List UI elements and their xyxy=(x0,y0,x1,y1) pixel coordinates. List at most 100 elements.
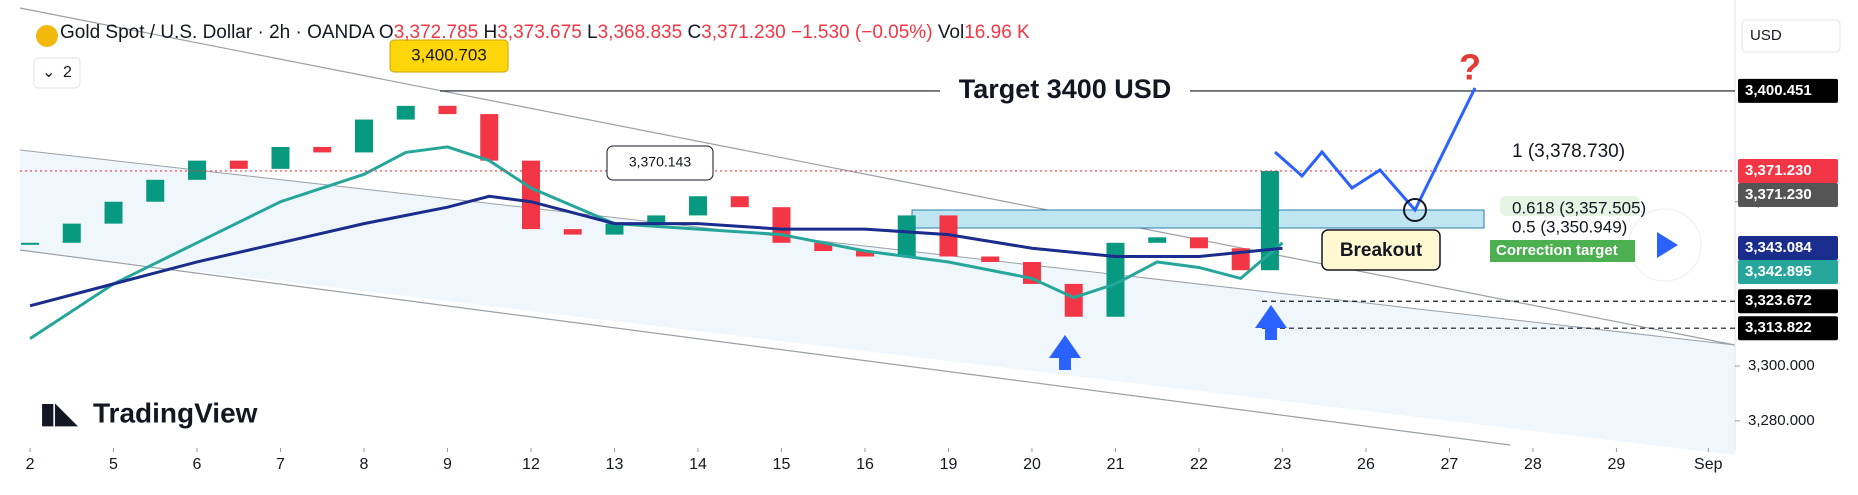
y-tick-label: 3,300.000 xyxy=(1748,357,1815,374)
x-tick-label: 21 xyxy=(1107,456,1125,473)
symbol: Gold Spot / U.S. Dollar · 2h · OANDA xyxy=(60,22,374,43)
price-tag xyxy=(1738,316,1838,341)
x-tick-label: 28 xyxy=(1524,456,1542,473)
candle xyxy=(563,229,582,235)
candle xyxy=(814,242,833,252)
x-tick-label: 12 xyxy=(522,456,540,473)
y-tick-label: 3,280.000 xyxy=(1748,412,1815,429)
candle xyxy=(1064,283,1083,317)
currency[interactable]: USD xyxy=(1750,27,1782,44)
candle xyxy=(21,242,40,245)
x-tick-label: 20 xyxy=(1023,456,1041,473)
indicator-count[interactable]: 2 xyxy=(63,64,72,81)
fib-label: 1 (3,378.730) xyxy=(1512,141,1625,162)
price-tag xyxy=(1738,260,1838,285)
x-tick-label: 2 xyxy=(26,456,35,473)
candle xyxy=(104,201,123,224)
candle xyxy=(313,146,332,153)
candle xyxy=(981,256,1000,262)
arrow-up xyxy=(1049,335,1081,370)
price-tag-label: 3,342.895 xyxy=(1745,263,1812,280)
x-tick-label: 19 xyxy=(940,456,958,473)
x-tick-label: 22 xyxy=(1190,456,1208,473)
x-tick-label: Sep xyxy=(1694,456,1723,473)
x-tick-label: 23 xyxy=(1274,456,1292,473)
candle xyxy=(146,179,165,202)
moving-average xyxy=(29,145,1284,340)
price-tag xyxy=(1738,236,1838,261)
x-tick-label: 26 xyxy=(1357,456,1375,473)
vol-key: Vol xyxy=(937,22,965,43)
price-tag xyxy=(1738,182,1838,207)
fib-label: 0.618 (3,357.505) xyxy=(1512,198,1646,217)
symbol-icon xyxy=(36,25,58,47)
candle xyxy=(355,119,374,153)
target-label: Target 3400 USD xyxy=(959,74,1172,104)
currency-button[interactable] xyxy=(1741,19,1841,53)
candle xyxy=(396,105,415,120)
price-tag-label: 3,371.230 xyxy=(1745,186,1812,203)
price-tag-label: 3,343.084 xyxy=(1745,239,1812,256)
retest-circle xyxy=(1403,198,1427,222)
high-label: 3,400.703 xyxy=(411,45,487,64)
high-box xyxy=(389,39,509,73)
candle xyxy=(772,207,791,243)
vol-value: 16.96 K xyxy=(964,22,1030,43)
x-tick-label: 8 xyxy=(360,456,369,473)
arrow-up xyxy=(1255,305,1287,340)
channel-mid xyxy=(19,149,1736,346)
candle xyxy=(688,196,707,216)
question-mark: ? xyxy=(1459,47,1481,88)
ohlc-key: L xyxy=(587,22,598,43)
ohlc-value: 3,368.835 xyxy=(597,22,683,43)
price-tag xyxy=(1738,78,1838,103)
candle xyxy=(1189,237,1208,249)
price-tag-label: 3,371.230 xyxy=(1745,162,1812,179)
ohlc-value: 3,371.230 xyxy=(701,22,786,43)
ohlc-key: O xyxy=(378,22,394,43)
x-tick-label: 29 xyxy=(1608,456,1626,473)
price-tag xyxy=(1738,289,1838,314)
candle xyxy=(188,160,207,180)
indicator-toggle[interactable] xyxy=(33,57,81,89)
projection-path xyxy=(1274,87,1477,213)
candle xyxy=(438,105,457,115)
candle xyxy=(730,196,749,208)
logo-icon: ▮◣ xyxy=(40,397,78,428)
fib-label: 0.5 (3,350.949) xyxy=(1512,217,1627,236)
candle xyxy=(229,160,248,169)
ohlc-key: H xyxy=(483,22,498,43)
x-tick-label: 15 xyxy=(773,456,791,473)
candle xyxy=(480,114,499,161)
x-tick-label: 9 xyxy=(443,456,452,473)
x-tick-label: 7 xyxy=(276,456,285,473)
channel-bottom xyxy=(19,249,1511,446)
candle xyxy=(855,251,874,257)
play-icon[interactable] xyxy=(1657,232,1678,258)
x-tick-label: 5 xyxy=(109,456,118,473)
header: Gold Spot / U.S. Dollar · 2h · OANDA O 3,… xyxy=(34,22,1030,44)
x-tick-label: 6 xyxy=(193,456,202,473)
candle xyxy=(647,215,666,224)
indicator-count[interactable]: ⌄ xyxy=(42,64,55,81)
x-tick-label: 27 xyxy=(1441,456,1459,473)
candle xyxy=(897,215,916,257)
correction-box xyxy=(1490,240,1635,262)
channel-fill xyxy=(20,150,1735,455)
target-bg xyxy=(940,72,1190,108)
logo-text: TradingView xyxy=(93,397,258,428)
candle xyxy=(521,160,540,230)
candle xyxy=(605,223,624,235)
moving-average xyxy=(29,194,1283,308)
x-tick-label: 13 xyxy=(606,456,624,473)
breakout-box xyxy=(1321,229,1441,271)
ohlc-key: C xyxy=(687,22,702,43)
channel-top xyxy=(19,7,1736,346)
candle xyxy=(62,223,81,243)
swing-box xyxy=(606,145,714,181)
correction-label: Correction target xyxy=(1496,242,1618,259)
ohlc-value: 3,373.675 xyxy=(497,22,582,43)
price-tag-label: 3,400.451 xyxy=(1745,82,1812,99)
